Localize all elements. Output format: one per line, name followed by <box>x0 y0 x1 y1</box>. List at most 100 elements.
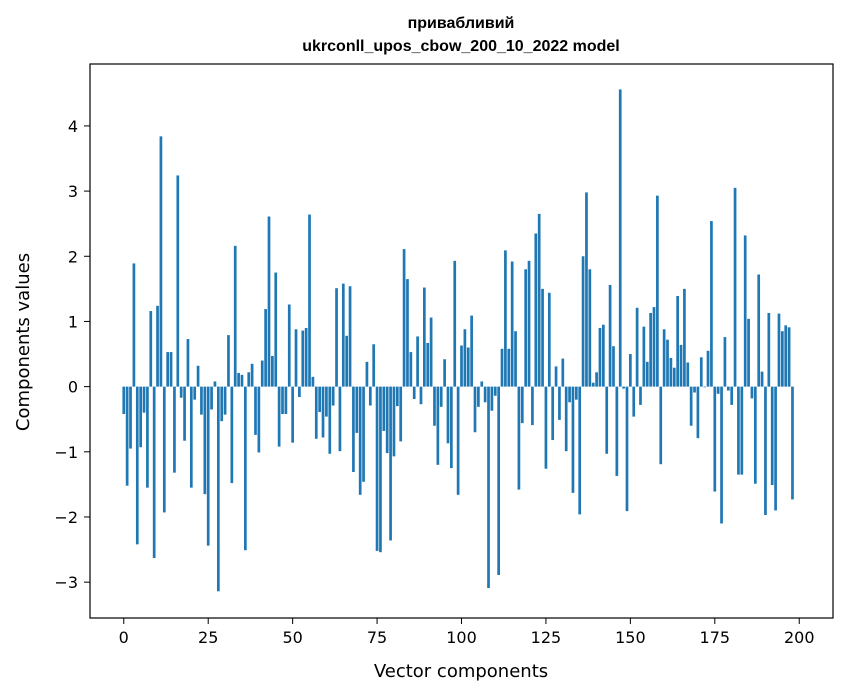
bar-111 <box>497 386 501 575</box>
bar-80 <box>392 386 396 457</box>
bar-49 <box>287 304 291 387</box>
chart-subtitle: ukrconll_upos_cbow_200_10_2022 model <box>302 38 619 55</box>
bar-100 <box>460 345 463 387</box>
y-tick-label: 0 <box>68 378 78 397</box>
bar-169 <box>693 386 696 393</box>
bar-115 <box>510 261 514 387</box>
bar-92 <box>433 386 436 426</box>
bar-10 <box>156 305 159 387</box>
bar-90 <box>426 342 430 387</box>
bar-161 <box>666 339 669 387</box>
bar-148 <box>622 386 625 389</box>
bar-12 <box>162 386 166 513</box>
y-tick-label: −1 <box>54 443 78 462</box>
bar-37 <box>247 372 251 387</box>
y-tick-label: 2 <box>68 247 78 266</box>
bar-184 <box>743 235 747 387</box>
bar-172 <box>703 386 707 388</box>
bar-75 <box>375 386 379 551</box>
bar-178 <box>723 337 727 387</box>
bar-122 <box>534 233 538 387</box>
bar-98 <box>453 260 457 387</box>
bar-83 <box>402 249 406 387</box>
bar-68 <box>352 386 355 473</box>
bar-186 <box>750 386 754 399</box>
bar-102 <box>466 347 470 387</box>
bar-167 <box>686 362 690 387</box>
bar-121 <box>531 386 534 426</box>
bar-20 <box>189 386 193 488</box>
bar-112 <box>500 348 504 387</box>
bar-137 <box>585 192 588 387</box>
bar-128 <box>554 366 558 387</box>
bar-9 <box>152 386 156 559</box>
x-axis-label: Vector components <box>374 661 548 682</box>
bars-group <box>122 89 794 592</box>
bar-163 <box>672 367 676 387</box>
bar-89 <box>422 287 426 387</box>
bar-54 <box>304 327 308 387</box>
bar-50 <box>291 386 294 443</box>
bar-154 <box>642 326 646 387</box>
bar-25 <box>206 386 210 546</box>
y-tick-label: 1 <box>68 312 78 331</box>
bar-86 <box>412 386 416 400</box>
bar-118 <box>520 386 524 424</box>
bar-81 <box>395 386 399 407</box>
x-tick-label: 0 <box>119 628 129 647</box>
bar-65 <box>341 283 345 387</box>
bar-26 <box>210 386 213 410</box>
bar-70 <box>358 386 362 495</box>
bar-179 <box>726 386 730 391</box>
bar-153 <box>639 386 642 405</box>
bar-116 <box>514 331 517 387</box>
bar-11 <box>159 136 163 387</box>
bar-30 <box>223 386 227 415</box>
y-tick-label: −2 <box>54 508 78 527</box>
bar-0 <box>122 386 126 414</box>
bar-71 <box>362 386 365 482</box>
bar-91 <box>429 317 433 387</box>
bar-187 <box>753 386 757 484</box>
bar-149 <box>625 386 629 512</box>
bar-40 <box>257 386 261 453</box>
bar-60 <box>325 386 328 417</box>
bar-73 <box>368 386 372 406</box>
bar-31 <box>227 335 230 387</box>
bar-32 <box>230 386 234 484</box>
bar-45 <box>274 272 278 387</box>
bar-124 <box>541 288 544 387</box>
bar-185 <box>747 318 750 387</box>
bar-79 <box>389 386 392 541</box>
bar-1 <box>125 386 129 486</box>
bar-175 <box>713 386 717 492</box>
bar-106 <box>480 381 484 387</box>
bar-152 <box>635 307 639 387</box>
bar-95 <box>443 359 446 387</box>
bar-110 <box>493 386 497 396</box>
bar-157 <box>652 307 656 387</box>
bar-3 <box>132 263 136 387</box>
y-axis-label: Components values <box>13 253 34 431</box>
bar-36 <box>244 386 247 551</box>
bar-14 <box>169 352 173 387</box>
bar-2 <box>129 386 132 449</box>
bar-5 <box>139 386 143 448</box>
bar-69 <box>355 386 359 433</box>
bar-197 <box>787 327 791 387</box>
bar-74 <box>372 344 376 387</box>
bar-96 <box>446 386 450 444</box>
bar-196 <box>784 325 788 387</box>
bar-13 <box>166 352 170 387</box>
bar-99 <box>456 386 460 495</box>
bar-189 <box>760 371 764 387</box>
bar-135 <box>578 386 582 515</box>
bar-144 <box>608 284 612 387</box>
bar-51 <box>294 329 298 387</box>
bar-105 <box>477 386 480 407</box>
y-tick-label: −3 <box>54 573 78 592</box>
bar-190 <box>764 386 767 516</box>
bar-18 <box>183 386 186 441</box>
bar-160 <box>662 329 666 387</box>
bar-146 <box>615 386 619 476</box>
